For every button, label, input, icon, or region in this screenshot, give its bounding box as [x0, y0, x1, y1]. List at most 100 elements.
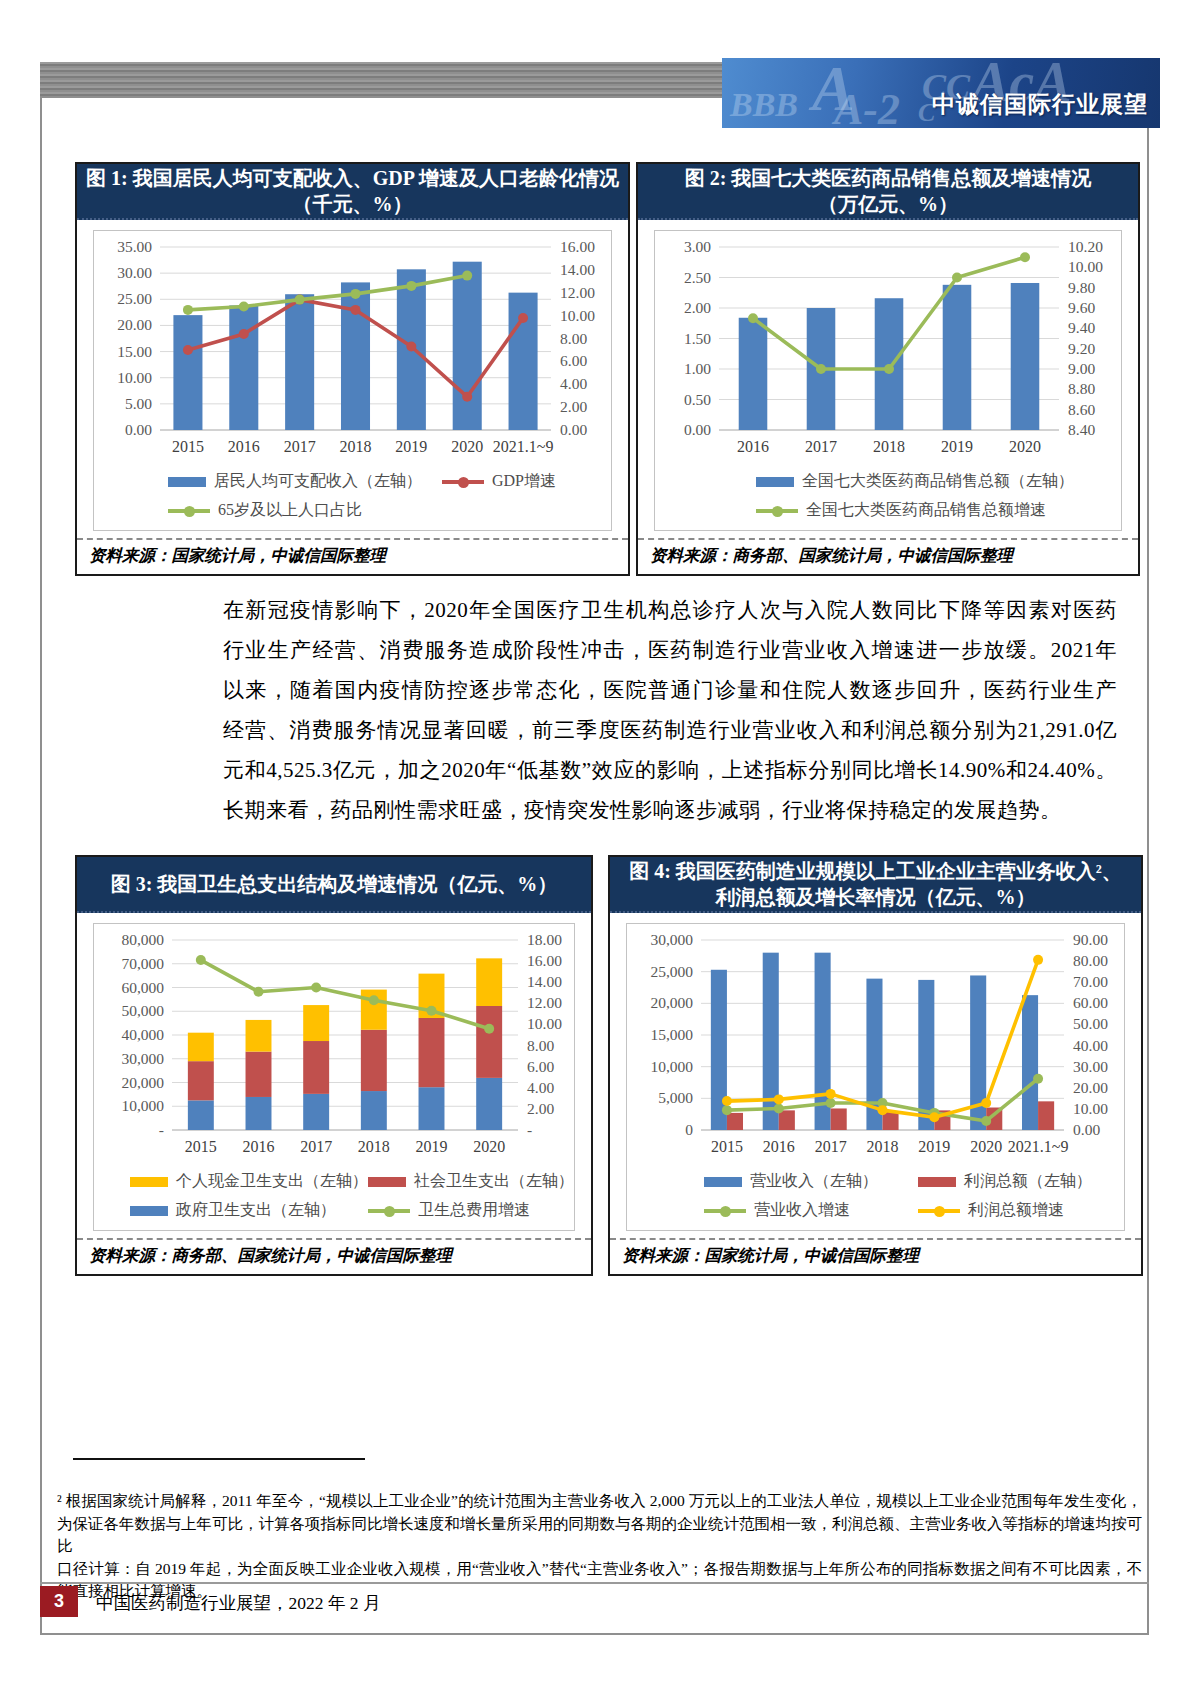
legend-label: 居民人均可支配收入（左轴）	[214, 471, 422, 492]
report-page: { "header": { "banner_title": "中诚信国际行业展望…	[0, 0, 1200, 1698]
svg-text:9.00: 9.00	[1068, 360, 1095, 377]
svg-text:5.00: 5.00	[125, 395, 152, 412]
banner-watermark-letter: BBB	[730, 86, 798, 124]
paragraph-line: 行业生产经营、消费服务造成阶段性冲击，医药制造行业营业收入增速进一步放缓。202…	[223, 630, 1117, 670]
figure-4-plot: 05,00010,00015,00020,00025,00030,0000.00…	[626, 923, 1125, 1231]
svg-text:30.00: 30.00	[117, 264, 152, 281]
svg-text:40,000: 40,000	[121, 1026, 164, 1043]
svg-text:2019: 2019	[918, 1138, 950, 1155]
svg-text:8.60: 8.60	[1068, 401, 1095, 418]
figure-4-title: 图 4: 我国医药制造业规模以上工业企业主营业务收入²、 利润总额及增长率情况（…	[610, 857, 1141, 913]
svg-text:0: 0	[685, 1121, 693, 1138]
svg-text:10,000: 10,000	[121, 1097, 164, 1114]
svg-text:0.50: 0.50	[684, 391, 711, 408]
svg-text:2015: 2015	[185, 1138, 217, 1155]
svg-text:10.00: 10.00	[117, 369, 152, 386]
chart-legend: 全国七大类医药商品销售总额（左轴） 全国七大类医药商品销售总额增速	[655, 467, 1121, 525]
svg-text:1.50: 1.50	[684, 330, 711, 347]
legend-item: 社会卫生支出（左轴）	[368, 1171, 606, 1192]
legend-item: 个人现金卫生支出（左轴）	[130, 1171, 368, 1192]
svg-text:20.00: 20.00	[117, 316, 152, 333]
figure-2-title: 图 2: 我国七大类医药商品销售总额及增速情况 （万亿元、%）	[638, 164, 1138, 220]
svg-text:80.00: 80.00	[1073, 952, 1108, 969]
svg-text:6.00: 6.00	[527, 1058, 554, 1075]
svg-text:2.00: 2.00	[527, 1100, 554, 1117]
svg-text:0.00: 0.00	[125, 421, 152, 438]
figure-3-title: 图 3: 我国卫生总支出结构及增速情况（亿元、%）	[77, 857, 591, 913]
svg-text:2016: 2016	[228, 438, 260, 455]
footnote-line: 为保证各年数据与上年可比，计算各项指标同比增长速度和增长量所采用的同期数与各期的…	[57, 1513, 1142, 1558]
legend-label: 营业收入增速	[754, 1200, 850, 1221]
paragraph-line: 长期来看，药品刚性需求旺盛，疫情突发性影响逐步减弱，行业将保持稳定的发展趋势。	[223, 790, 1117, 830]
legend-bar-swatch	[918, 1177, 956, 1187]
svg-text:2016: 2016	[763, 1138, 795, 1155]
svg-text:18.00: 18.00	[527, 931, 562, 948]
svg-text:2018: 2018	[340, 438, 372, 455]
figure-2-plot: 0.000.501.001.502.002.503.008.408.608.80…	[654, 230, 1122, 531]
svg-text:80,000: 80,000	[121, 931, 164, 948]
paragraph-line: 经营、消费服务情况显著回暖，前三季度医药制造行业营业收入和利润总额分别为21,2…	[223, 710, 1117, 750]
svg-text:10.00: 10.00	[1073, 1100, 1108, 1117]
figure-2-box: 图 2: 我国七大类医药商品销售总额及增速情况 （万亿元、%） 0.00 0.50…	[636, 162, 1140, 576]
legend-label: GDP增速	[492, 471, 556, 492]
svg-text:6.00: 6.00	[560, 352, 587, 369]
svg-text:4.00: 4.00	[560, 375, 587, 392]
svg-text:40.00: 40.00	[1073, 1037, 1108, 1054]
svg-text:2016: 2016	[737, 438, 769, 455]
svg-text:3.00: 3.00	[684, 238, 711, 255]
svg-text:2015: 2015	[172, 438, 204, 455]
svg-text:60.00: 60.00	[1073, 994, 1108, 1011]
page-border-right	[1147, 128, 1149, 1635]
svg-text:2020: 2020	[451, 438, 483, 455]
legend-line-swatch	[442, 476, 484, 488]
svg-text:2017: 2017	[805, 438, 837, 455]
svg-text:9.40: 9.40	[1068, 319, 1095, 336]
svg-text:70.00: 70.00	[1073, 973, 1108, 990]
svg-text:8.40: 8.40	[1068, 421, 1095, 438]
banner-watermark-letter: A-2	[834, 84, 900, 128]
svg-text:8.00: 8.00	[560, 330, 587, 347]
figure-1-source: 资料来源：国家统计局，中诚信国际整理	[77, 538, 628, 574]
paragraph-line: 以来，随着国内疫情防控逐步常态化，医院普通门诊量和住院人数逐步回升，医药行业生产	[223, 670, 1117, 710]
svg-text:2017: 2017	[815, 1138, 847, 1155]
figure-1-plot: 0.005.0010.0015.0020.0025.0030.0035.000.…	[93, 230, 612, 531]
svg-text:2020: 2020	[1009, 438, 1041, 455]
svg-text:2016: 2016	[243, 1138, 275, 1155]
legend-item: 全国七大类医药商品销售总额增速	[756, 500, 1096, 521]
legend-bar-swatch	[130, 1206, 168, 1216]
footnote-line: 口径计算：自 2019 年起，为全面反映工业企业收入规模，用“营业收入”替代“主…	[57, 1558, 1142, 1581]
legend-bar-swatch	[704, 1177, 742, 1187]
svg-text:0.00: 0.00	[684, 421, 711, 438]
figure-3-plot: -10,00020,00030,00040,00050,00060,00070,…	[93, 923, 575, 1231]
footnote-line: ² 根据国家统计局解释，2011 年至今，“规模以上工业企业”的统计范围为主营业…	[57, 1490, 1142, 1513]
legend-item: 营业收入增速	[704, 1200, 918, 1221]
figure-3-source: 资料来源：商务部、国家统计局，中诚信国际整理	[77, 1238, 591, 1274]
svg-text:2017: 2017	[284, 438, 316, 455]
svg-text:20,000: 20,000	[650, 994, 693, 1011]
svg-text:25,000: 25,000	[650, 963, 693, 980]
svg-text:2019: 2019	[416, 1138, 448, 1155]
svg-text:5,000: 5,000	[658, 1089, 693, 1106]
svg-text:2015: 2015	[711, 1138, 743, 1155]
svg-text:12.00: 12.00	[560, 284, 595, 301]
svg-text:8.80: 8.80	[1068, 380, 1095, 397]
svg-text:1.00: 1.00	[684, 360, 711, 377]
page-number-badge: 3	[40, 1586, 78, 1617]
legend-item: 65岁及以上人口占比	[168, 500, 442, 521]
legend-bar-swatch	[368, 1177, 406, 1187]
svg-text:30,000: 30,000	[121, 1050, 164, 1067]
figure-1-box: 图 1: 我国居民人均可支配收入、GDP 增速及人口老龄化情况 （千元、%） 0…	[75, 162, 630, 576]
svg-text:2021.1~9: 2021.1~9	[493, 438, 554, 455]
legend-label: 全国七大类医药商品销售总额（左轴）	[802, 471, 1074, 492]
svg-text:70,000: 70,000	[121, 955, 164, 972]
svg-text:15,000: 15,000	[650, 1026, 693, 1043]
svg-text:2018: 2018	[358, 1138, 390, 1155]
paragraph-line: 在新冠疫情影响下，2020年全国医疗卫生机构总诊疗人次与入院人数同比下降等因素对…	[223, 590, 1117, 630]
svg-text:0.00: 0.00	[1073, 1121, 1100, 1138]
svg-text:14.00: 14.00	[560, 261, 595, 278]
legend-item: 卫生总费用增速	[368, 1200, 606, 1221]
svg-text:2019: 2019	[941, 438, 973, 455]
svg-text:-: -	[527, 1121, 532, 1138]
chart-legend: 营业收入（左轴）利润总额（左轴）营业收入增速利润总额增速	[627, 1167, 1124, 1225]
svg-text:30.00: 30.00	[1073, 1058, 1108, 1075]
